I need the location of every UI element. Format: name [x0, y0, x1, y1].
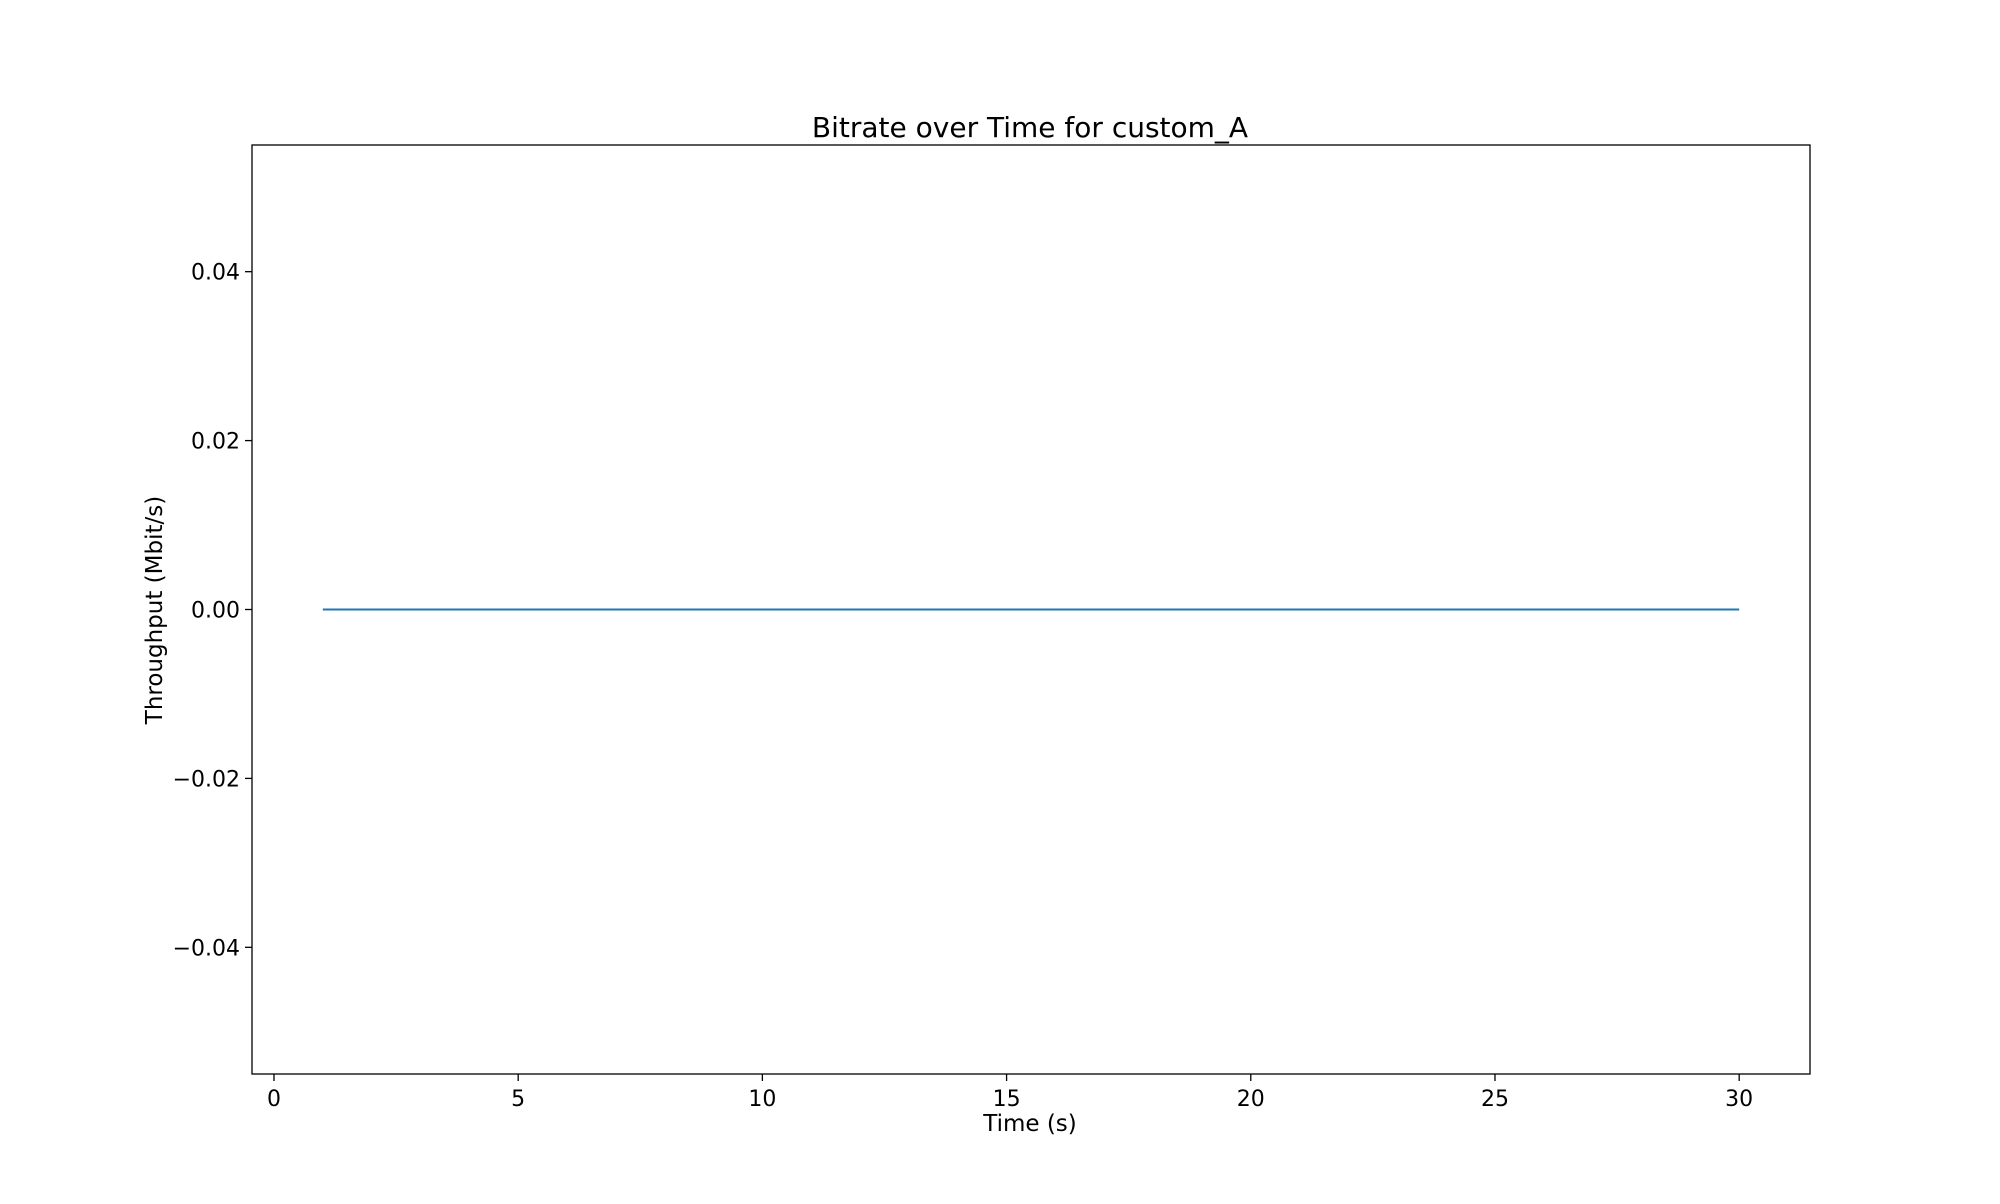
y-axis-label: Throughput (Mbit/s): [142, 496, 168, 725]
x-tick-label: 0: [267, 1087, 281, 1112]
x-tick-label: 30: [1725, 1087, 1753, 1112]
y-axis: 0.04 0.02 0.00 −0.02 −0.04: [173, 261, 252, 961]
x-tick-label: 5: [511, 1087, 525, 1112]
x-tick-label: 15: [993, 1087, 1021, 1112]
y-tick-label: 0.04: [191, 261, 240, 286]
x-tick-label: 20: [1237, 1087, 1265, 1112]
y-tick-label: −0.02: [173, 767, 240, 792]
x-tick-label: 25: [1481, 1087, 1509, 1112]
x-tick-label: 10: [748, 1087, 776, 1112]
x-axis-label: Time (s): [982, 1111, 1077, 1137]
x-axis: 0 5 10 15 20 25 30: [267, 1074, 1753, 1112]
y-tick-label: 0.02: [191, 430, 240, 455]
y-tick-label: 0.00: [191, 599, 240, 624]
y-tick-label: −0.04: [173, 936, 240, 961]
chart-title: Bitrate over Time for custom_A: [812, 111, 1248, 144]
